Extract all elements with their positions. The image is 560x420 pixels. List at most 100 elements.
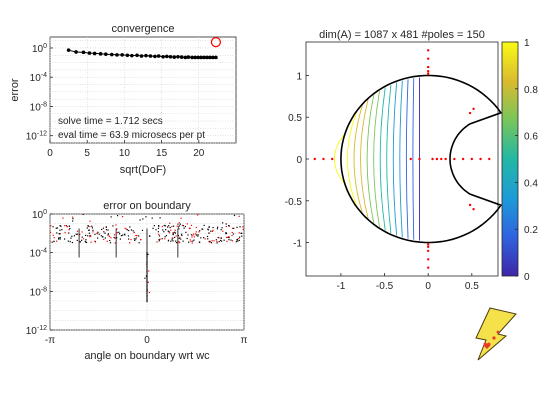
boundary-error-point	[138, 235, 140, 237]
boundary-error-point	[174, 229, 176, 231]
y-tick-label: 10-4	[30, 72, 47, 84]
data-point	[153, 54, 157, 59]
boundary-error-point	[195, 234, 198, 236]
boundary-error-point	[146, 294, 148, 296]
boundary-error-point	[213, 240, 215, 242]
boundary-error-point	[85, 234, 87, 237]
boundary-error-point	[178, 237, 180, 240]
boundary-error-point	[209, 241, 211, 243]
boundary-error-point	[112, 225, 114, 227]
boundary-error-point	[158, 233, 160, 236]
convergence-ticks: 0 5 10 15 20 100 10-4 10-8 10-12	[26, 43, 205, 159]
pole-marker	[330, 157, 334, 161]
data-point	[208, 55, 212, 60]
boundary-error-point	[225, 236, 228, 239]
boundary-error-point	[129, 242, 131, 244]
boundary-error-point	[174, 236, 176, 239]
contour-line	[405, 79, 409, 239]
boundary-error-point	[171, 225, 173, 228]
boundary-error-point	[231, 227, 234, 229]
boundary-error-point	[193, 239, 195, 241]
boundary-error-point	[231, 231, 233, 234]
boundary-error-point	[197, 235, 199, 237]
boundary-error-point	[59, 225, 61, 227]
pole-marker	[409, 157, 412, 161]
boundary-error-point	[89, 234, 91, 237]
boundary-error-point	[209, 240, 211, 243]
boundary-error-point	[105, 226, 107, 228]
boundary-error-point	[221, 227, 223, 229]
boundary-error-point	[210, 230, 212, 232]
data-point	[176, 54, 180, 59]
boundary-error-point	[168, 232, 171, 234]
boundary-error-point	[61, 229, 63, 231]
boundary-error-point	[238, 237, 240, 240]
boundary-error-point	[232, 233, 235, 235]
boundary-error-point	[197, 214, 199, 216]
boundary-error-point	[208, 226, 210, 228]
boundary-error-point	[80, 214, 82, 215]
boundary-error-point	[221, 222, 224, 224]
boundary-error-point	[176, 241, 178, 244]
boundary-error-point	[90, 241, 92, 243]
domain-contour-plot: dim(A) = 1087 x 481 #poles = 150 -1 -0.5 0…	[285, 29, 539, 292]
data-point	[115, 53, 119, 57]
boundary-error-point	[135, 234, 137, 237]
boundary-error-point	[146, 252, 148, 254]
boundary-error-point	[216, 228, 218, 230]
pole-marker	[468, 203, 472, 207]
boundary-error-point	[195, 231, 197, 233]
boundary-error-point	[59, 229, 61, 231]
boundary-error-point	[116, 228, 118, 230]
boundary-error-point	[178, 222, 180, 224]
boundary-error-point	[70, 237, 72, 239]
logo-dot	[492, 336, 496, 340]
boundary-error-point	[148, 270, 150, 272]
boundary-error-point	[242, 226, 244, 228]
boundary-error-point	[179, 223, 181, 225]
boundary-error-point	[118, 233, 121, 235]
boundary-error-point	[175, 235, 177, 237]
pole-marker	[435, 157, 439, 161]
data-point	[92, 51, 97, 56]
boundary-error-point	[76, 230, 79, 232]
data-point	[199, 55, 203, 60]
boundary-error-point	[217, 226, 219, 228]
boundary-error-point	[55, 227, 57, 229]
boundary-error-point	[86, 227, 88, 229]
boundary-error-point	[124, 227, 126, 229]
contour-line	[333, 133, 346, 185]
y-tick-label: 100	[32, 209, 47, 221]
boundary-error-point	[172, 232, 174, 234]
boundary-error-point	[146, 258, 148, 260]
data-point	[186, 55, 191, 59]
pole-marker	[426, 266, 430, 269]
boundary-error-point	[92, 229, 94, 231]
boundary-error-point	[146, 282, 148, 284]
boundary-error-point	[64, 232, 66, 234]
boundary-error-point	[94, 240, 96, 242]
boundary-error-point	[146, 280, 148, 283]
boundary-error-point	[165, 234, 168, 237]
boundary-error-point	[172, 225, 175, 227]
boundary-error-point	[87, 225, 89, 227]
boundary-error-point	[164, 236, 166, 238]
boundary-error-point	[182, 240, 184, 242]
boundary-error-point	[146, 279, 148, 281]
boundary-error-point	[134, 239, 136, 242]
data-point	[135, 53, 139, 58]
boundary-error-point	[238, 232, 240, 234]
boundary-error-point	[146, 288, 148, 290]
boundary-error-point	[207, 238, 209, 240]
data-point	[214, 55, 218, 60]
pole-marker	[472, 107, 475, 111]
boundary-error-point	[198, 231, 200, 233]
data-point	[179, 55, 184, 59]
boundary-error-point	[215, 239, 217, 241]
boundary-error-point	[241, 235, 243, 237]
boundary-error-plot: error on boundary -π 0 π 100 10-4 10-8 10-12 a…	[26, 200, 248, 362]
boundary-error-point	[146, 255, 148, 258]
boundary-error-point	[128, 238, 130, 240]
boundary-error-point	[158, 225, 160, 227]
x-tick-label: 10	[119, 148, 131, 159]
